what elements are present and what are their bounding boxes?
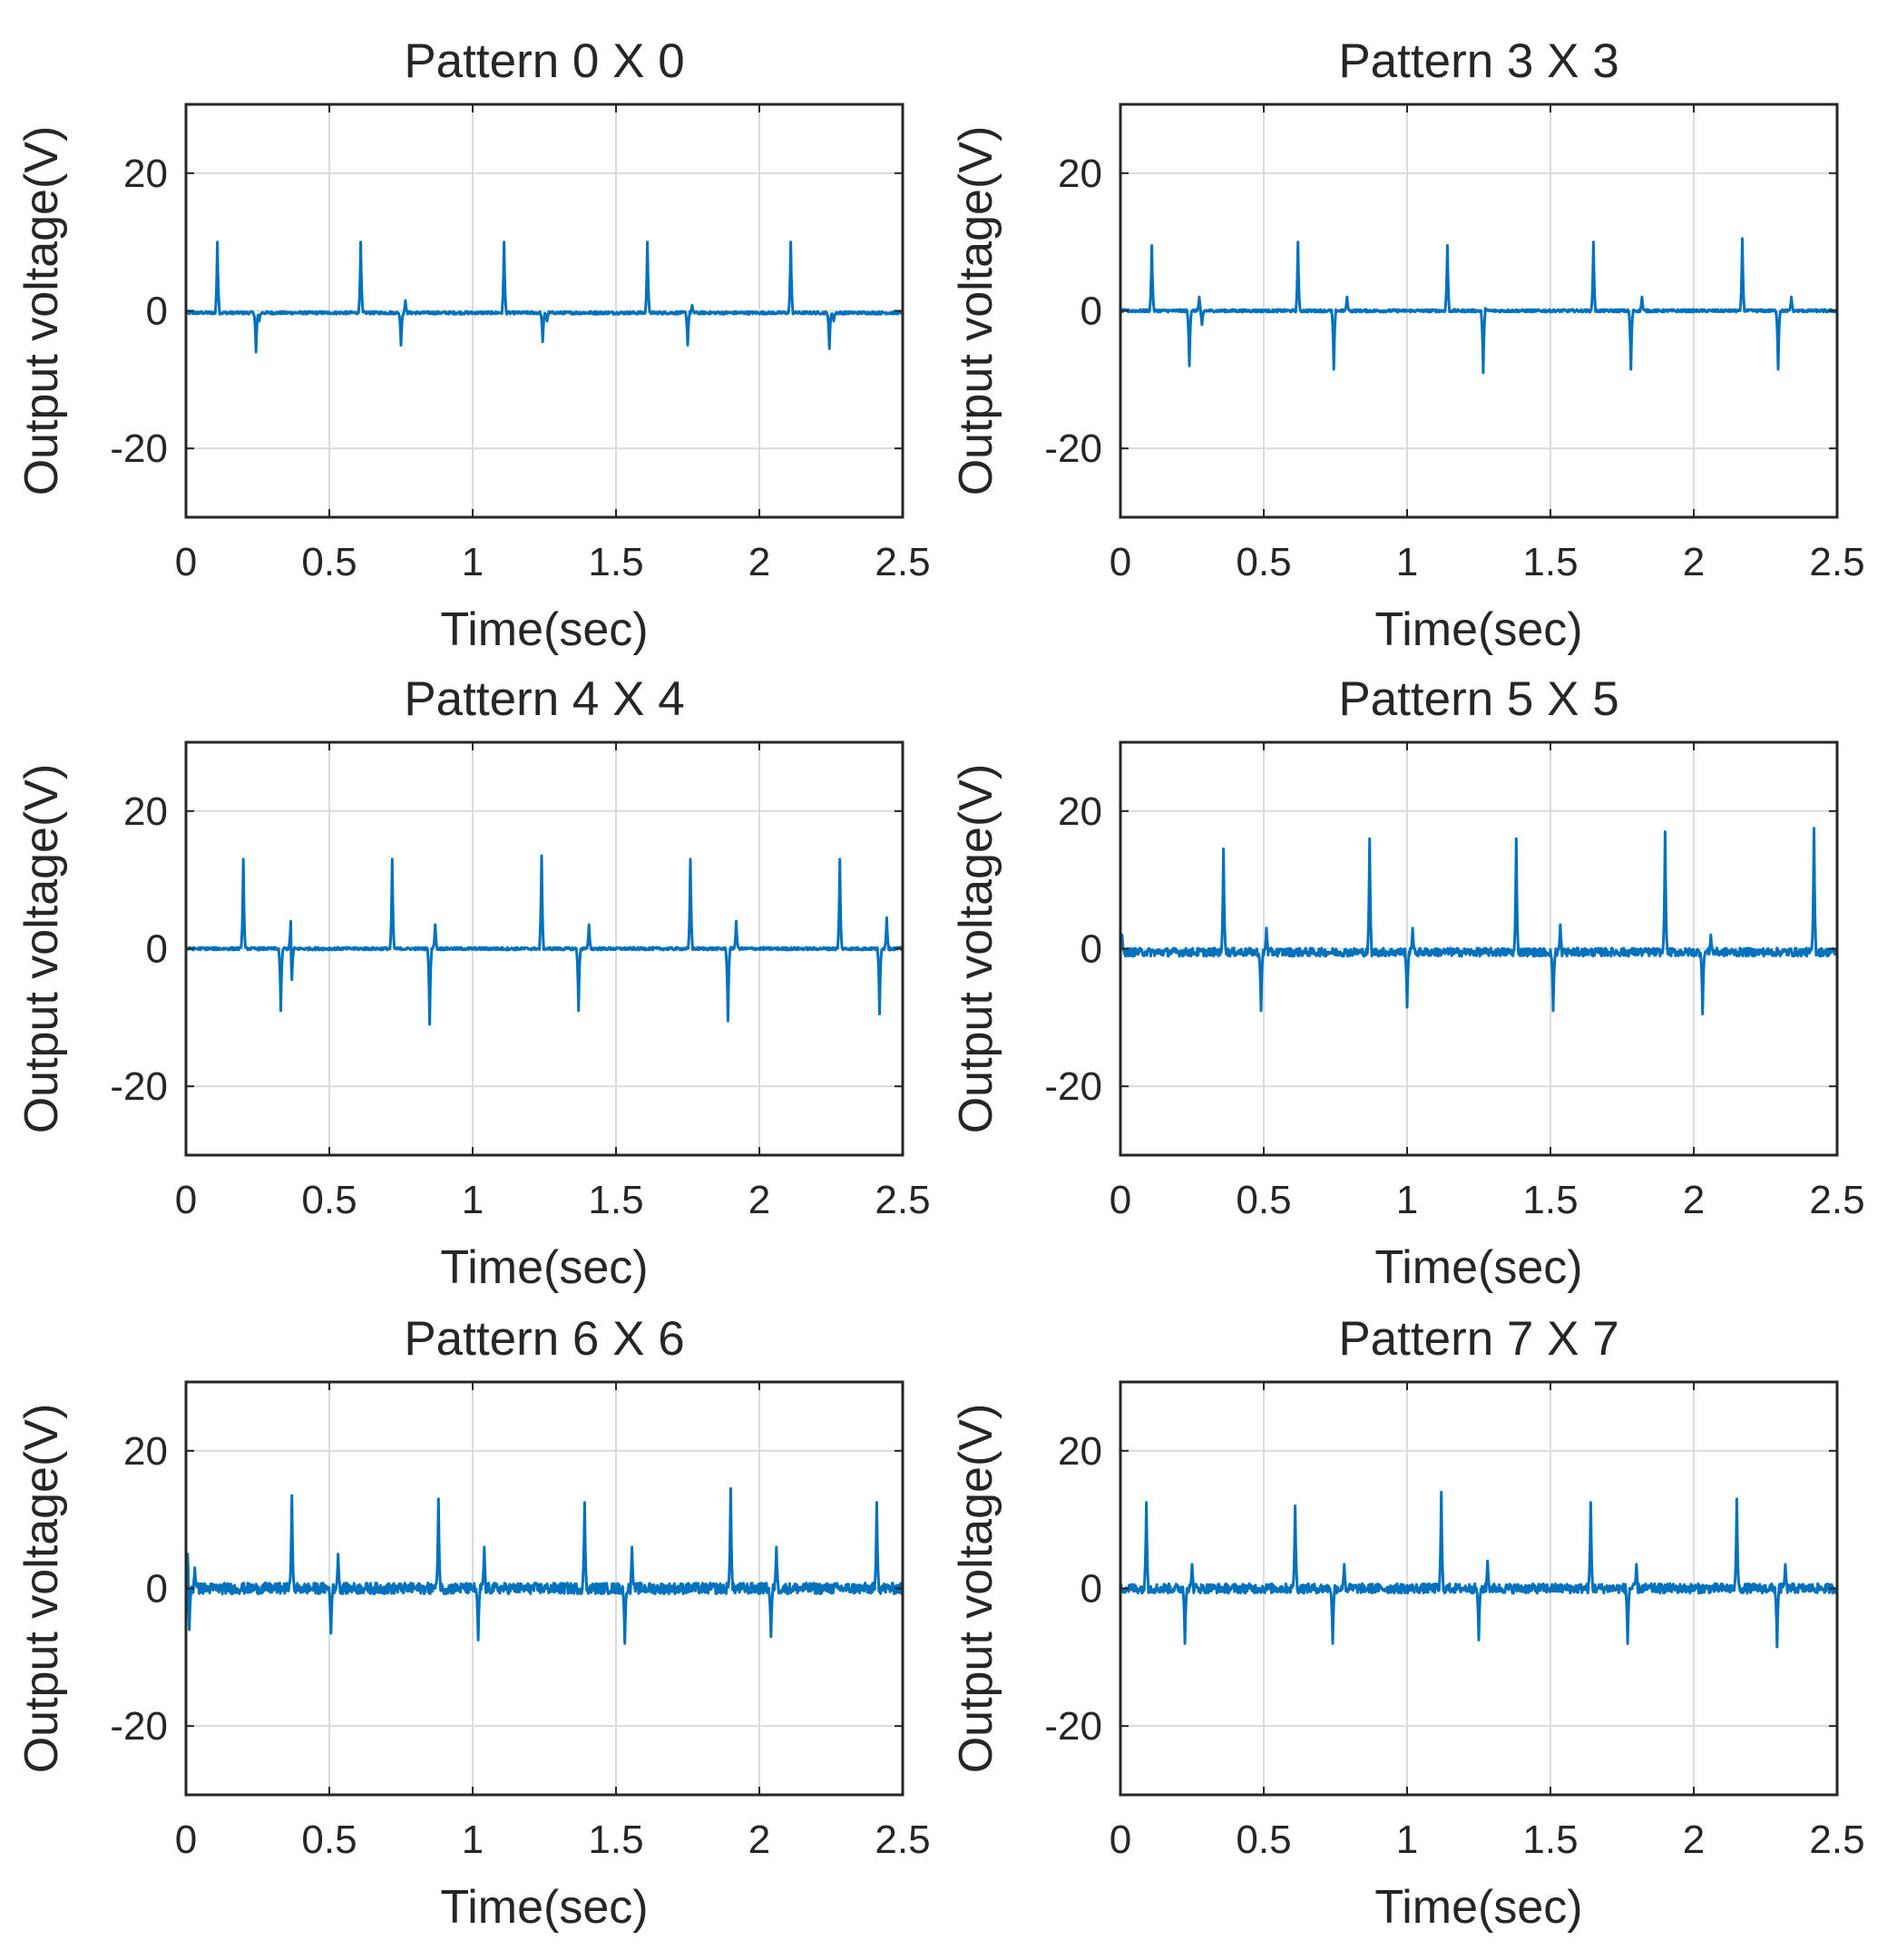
chart-title: Pattern 5 X 5	[1338, 672, 1618, 726]
x-tick-label: 1.5	[588, 540, 643, 584]
x-tick-label: 1.5	[588, 1818, 643, 1862]
y-axis-label: Output voltage(V)	[15, 126, 68, 496]
chart-title: Pattern 4 X 4	[404, 672, 684, 726]
y-tick-label: 20	[1058, 1429, 1102, 1474]
y-axis-label: Output voltage(V)	[15, 764, 68, 1134]
x-tick-label: 0	[1110, 1818, 1131, 1862]
x-tick-label: 0	[175, 1178, 197, 1222]
y-axis-label: Output voltage(V)	[950, 1404, 1002, 1774]
subplot: 0 0.5 1 1.5 2 2.5 20 0 -20 Pattern 0 X 0 Time(sec)…	[15, 34, 931, 656]
x-tick-label: 2	[748, 1818, 770, 1862]
x-tick-label: 2.5	[875, 1818, 930, 1862]
x-axis-label: Time(sec)	[1374, 603, 1582, 656]
x-tick-label: 2	[1683, 540, 1705, 584]
subplot: 0 0.5 1 1.5 2 2.5 20 0 -20 Pattern 3 X 3 Time(sec)…	[950, 34, 1865, 656]
y-axis-label: Output voltage(V)	[15, 1404, 68, 1774]
x-tick-label: 2	[748, 540, 770, 584]
x-tick-label: 1	[462, 1818, 484, 1862]
x-tick-label: 2.5	[1809, 540, 1864, 584]
y-axis-label: Output voltage(V)	[950, 764, 1002, 1134]
y-tick-label: 20	[123, 789, 168, 834]
series-line	[1119, 1490, 1839, 1649]
x-axis-label: Time(sec)	[440, 1241, 648, 1294]
y-tick-label: 0	[146, 1567, 168, 1612]
x-tick-label: 2	[748, 1178, 770, 1222]
x-tick-label: 1	[1396, 540, 1418, 584]
chart-title: Pattern 7 X 7	[1338, 1312, 1618, 1366]
subplot: 0 0.5 1 1.5 2 2.5 20 0 -20 Pattern 4 X 4 Time(sec)…	[15, 672, 931, 1294]
series-line	[1120, 237, 1838, 375]
x-tick-label: 1	[462, 540, 484, 584]
x-axis-label: Time(sec)	[1374, 1241, 1582, 1294]
x-tick-label: 0.5	[301, 540, 357, 584]
x-tick-label: 0.5	[301, 1818, 357, 1862]
x-tick-label: 2.5	[1809, 1178, 1864, 1222]
series-line	[184, 240, 904, 354]
y-tick-label: -20	[110, 426, 168, 471]
x-tick-label: 1.5	[1522, 1818, 1578, 1862]
chart-title: Pattern 6 X 6	[404, 1312, 684, 1366]
subplot: 0 0.5 1 1.5 2 2.5 20 0 -20 Pattern 5 X 5 Time(sec)…	[950, 672, 1865, 1294]
y-tick-label: -20	[1044, 1704, 1102, 1749]
chart-title: Pattern 0 X 0	[404, 34, 684, 88]
x-axis-label: Time(sec)	[440, 603, 648, 656]
y-tick-label: -20	[1044, 1064, 1102, 1109]
series-line	[185, 854, 904, 1026]
y-tick-label: 0	[1081, 1567, 1102, 1612]
x-tick-label: 0.5	[1236, 1178, 1291, 1222]
y-tick-label: 0	[1081, 289, 1102, 334]
x-tick-label: 0	[1110, 540, 1131, 584]
x-tick-label: 2	[1683, 1178, 1705, 1222]
series-line	[184, 1487, 904, 1645]
x-tick-label: 2.5	[1809, 1818, 1864, 1862]
x-tick-label: 1	[462, 1178, 484, 1222]
x-tick-label: 1.5	[588, 1178, 643, 1222]
y-tick-label: -20	[1044, 426, 1102, 471]
x-tick-label: 2	[1683, 1818, 1705, 1862]
x-tick-label: 0	[175, 1818, 197, 1862]
series-line	[1119, 827, 1839, 1015]
y-tick-label: -20	[110, 1064, 168, 1109]
x-tick-label: 0	[1110, 1178, 1131, 1222]
y-tick-label: 0	[1081, 927, 1102, 972]
x-tick-label: 1	[1396, 1178, 1418, 1222]
x-tick-label: 1.5	[1522, 1178, 1578, 1222]
chart-title: Pattern 3 X 3	[1338, 34, 1618, 88]
x-tick-label: 0.5	[1236, 540, 1291, 584]
x-tick-label: 2.5	[875, 540, 930, 584]
y-tick-label: 20	[1058, 152, 1102, 196]
x-axis-label: Time(sec)	[440, 1881, 648, 1934]
y-tick-label: 20	[1058, 789, 1102, 834]
subplot: 0 0.5 1 1.5 2 2.5 20 0 -20 Pattern 6 X 6 Time(sec)…	[15, 1312, 931, 1934]
x-tick-label: 1	[1396, 1818, 1418, 1862]
y-axis-label: Output voltage(V)	[950, 126, 1002, 496]
y-tick-label: 20	[123, 1429, 168, 1474]
x-axis-label: Time(sec)	[1374, 1881, 1582, 1934]
y-tick-label: -20	[110, 1704, 168, 1749]
x-tick-label: 1.5	[1522, 540, 1578, 584]
x-tick-label: 2.5	[875, 1178, 930, 1222]
x-tick-label: 0	[175, 540, 197, 584]
x-tick-label: 0.5	[1236, 1818, 1291, 1862]
y-tick-label: 0	[146, 927, 168, 972]
y-tick-label: 0	[146, 289, 168, 334]
y-tick-label: 20	[123, 152, 168, 196]
x-tick-label: 0.5	[301, 1178, 357, 1222]
subplot: 0 0.5 1 1.5 2 2.5 20 0 -20 Pattern 7 X 7 Time(sec)…	[950, 1312, 1865, 1934]
